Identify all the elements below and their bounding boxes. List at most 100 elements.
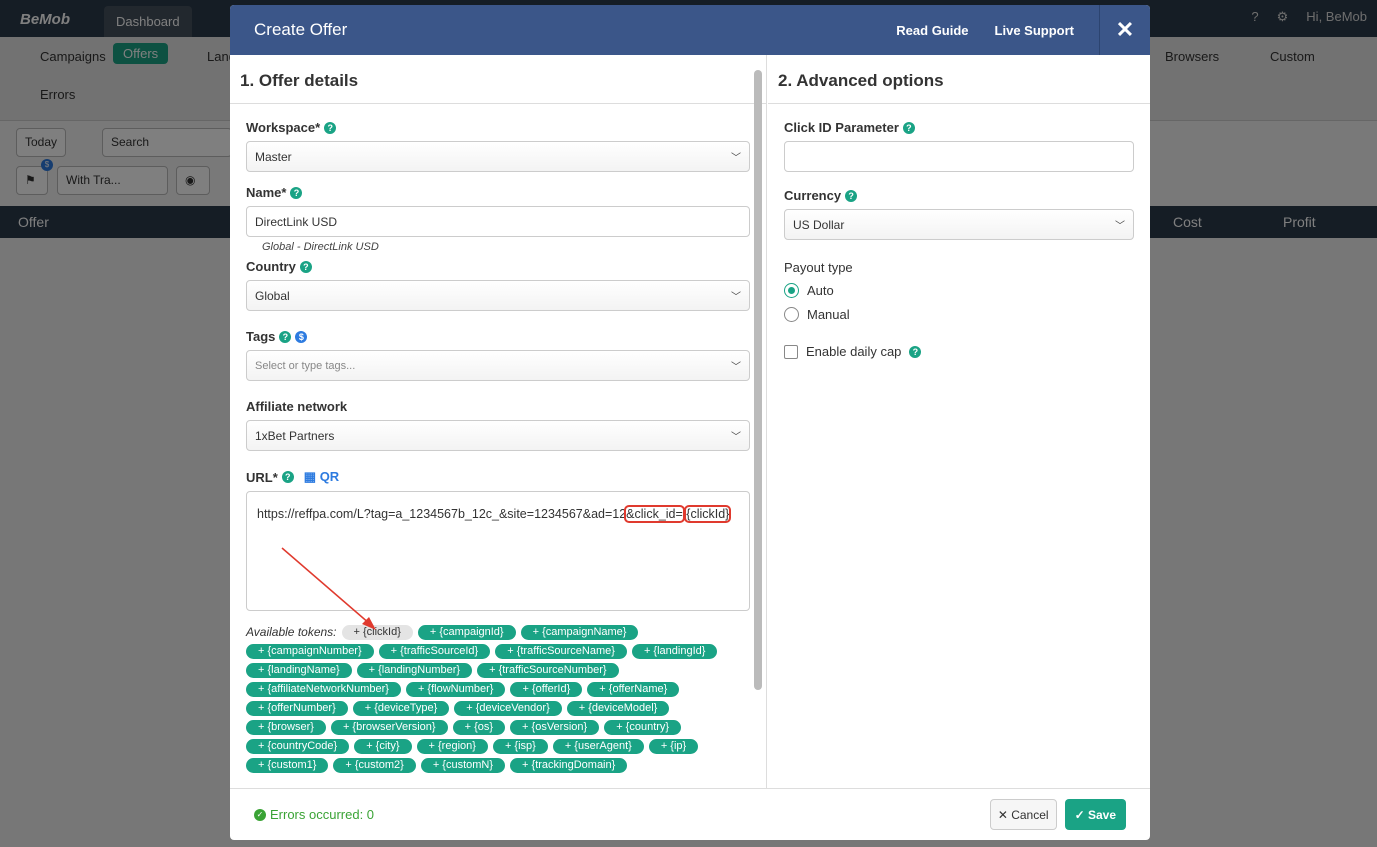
save-button[interactable]: ✓ Save <box>1064 799 1126 830</box>
url-click-id-param: &click_id= <box>624 505 685 523</box>
help-icon[interactable]: ? <box>324 121 337 134</box>
offer-details-panel: 1. Offer details Workspace*? Master ﹀ Nam… <box>230 55 767 788</box>
token-button[interactable]: + {browserVersion} <box>330 720 448 735</box>
network-value: 1xBet Partners <box>255 428 335 443</box>
country-value: Global <box>255 288 290 303</box>
click-id-input[interactable] <box>784 141 1134 172</box>
modal-header: Create Offer Read Guide Live Support ✕ <box>230 5 1150 55</box>
chevron-down-icon: ﹀ <box>731 153 741 164</box>
qr-label: QR <box>319 469 340 484</box>
dollar-badge-icon: $ <box>295 330 308 343</box>
cancel-label: Cancel <box>1011 807 1049 822</box>
token-button[interactable]: + {landingName} <box>246 663 352 678</box>
network-label: Affiliate network <box>246 399 348 414</box>
token-button[interactable]: + {osVersion} <box>510 720 600 735</box>
radio-unchecked <box>784 307 799 322</box>
token-button[interactable]: + {offerName} <box>587 682 680 697</box>
name-hint: Global - DirectLink USD <box>262 241 379 253</box>
workspace-select[interactable]: Master ﹀ <box>246 141 750 172</box>
token-button[interactable]: + {trafficSourceName} <box>495 644 627 659</box>
token-button[interactable]: + {browser} <box>246 720 326 735</box>
help-icon[interactable]: ? <box>909 345 922 358</box>
close-icon[interactable]: ✕ <box>1099 5 1150 55</box>
cancel-button[interactable]: ✕ Cancel <box>989 799 1057 830</box>
token-button[interactable]: + {landingNumber} <box>356 663 473 678</box>
checkbox-label: Enable daily cap <box>806 344 902 359</box>
qr-icon: ▦ <box>303 469 320 484</box>
affiliate-network-select[interactable]: 1xBet Partners ﹀ <box>246 420 750 451</box>
token-button[interactable]: + {city} <box>354 739 412 754</box>
advanced-options-panel: 2. Advanced options Click ID Parameter? … <box>768 55 1150 788</box>
errors-status: Errors occurred: 0 <box>270 807 375 822</box>
help-icon[interactable]: ? <box>902 121 915 134</box>
token-button[interactable]: + {country} <box>604 720 682 735</box>
token-button[interactable]: + {trackingDomain} <box>510 758 628 773</box>
token-button[interactable]: + {customN} <box>420 758 506 773</box>
chevron-down-icon: ﹀ <box>731 292 741 303</box>
help-icon[interactable]: ? <box>279 330 292 343</box>
country-select[interactable]: Global ﹀ <box>246 280 750 311</box>
checkbox <box>784 344 798 359</box>
tags-label: Tags <box>246 329 276 344</box>
chevron-down-icon: ﹀ <box>731 432 741 443</box>
token-button[interactable]: + {os} <box>452 720 506 735</box>
scrollbar[interactable] <box>752 55 764 788</box>
token-button[interactable]: + {deviceVendor} <box>454 701 562 716</box>
token-button[interactable]: + {flowNumber} <box>405 682 506 697</box>
help-icon[interactable]: ? <box>845 189 858 202</box>
token-button[interactable]: + {isp} <box>492 739 548 754</box>
section-heading: 2. Advanced options <box>768 55 1150 104</box>
help-icon[interactable]: ? <box>281 471 294 483</box>
radio-label: Auto <box>807 283 834 298</box>
check-icon: ✓ <box>1074 807 1088 822</box>
url-click-id-token: {clickId} <box>684 505 732 523</box>
token-button[interactable]: + {offerNumber} <box>246 701 348 716</box>
token-button[interactable]: + {custom1} <box>246 758 329 773</box>
token-button[interactable]: + {affiliateNetworkNumber} <box>246 682 401 697</box>
help-icon[interactable]: ? <box>290 186 303 199</box>
x-icon: ✕ <box>997 807 1012 822</box>
payout-manual-radio[interactable]: Manual <box>784 307 1134 322</box>
read-guide-link[interactable]: Read Guide <box>896 22 969 38</box>
payout-auto-radio[interactable]: Auto <box>784 283 1134 298</box>
token-button[interactable]: + {countryCode} <box>246 739 350 754</box>
click-id-label: Click ID Parameter <box>784 120 899 135</box>
qr-button[interactable]: ▦ QR <box>304 469 339 485</box>
tags-select[interactable]: Select or type tags... ﹀ <box>246 350 750 381</box>
help-icon[interactable]: ? <box>299 260 312 273</box>
token-button[interactable]: + {custom2} <box>333 758 416 773</box>
modal-footer: ✓ Errors occurred: 0 ✕ Cancel ✓ Save <box>230 788 1150 840</box>
url-textarea[interactable]: https://reffpa.com/L?tag=a_1234567b_12c_… <box>246 491 750 611</box>
scrollbar-thumb[interactable] <box>754 70 762 690</box>
name-input[interactable]: DirectLink USD <box>246 206 750 237</box>
token-button[interactable]: + {userAgent} <box>552 739 644 754</box>
live-support-link[interactable]: Live Support <box>994 22 1074 38</box>
tags-placeholder: Select or type tags... <box>255 359 356 372</box>
token-button[interactable]: + {trafficSourceId} <box>378 644 491 659</box>
url-text: https://reffpa.com/L?tag=a_1234567b_12c_… <box>257 507 627 521</box>
radio-label: Manual <box>807 307 850 322</box>
workspace-label: Workspace* <box>246 120 321 135</box>
chevron-down-icon: ﹀ <box>731 362 741 373</box>
token-button[interactable]: + {campaignNumber} <box>246 644 374 659</box>
token-button[interactable]: + {deviceType} <box>352 701 450 716</box>
country-label: Country <box>246 259 296 274</box>
token-button[interactable]: + {clickId} <box>341 625 413 640</box>
token-button[interactable]: + {campaignName} <box>520 625 639 640</box>
token-button[interactable]: + {region} <box>416 739 488 754</box>
token-button[interactable]: + {ip} <box>648 739 699 754</box>
available-tokens: Available tokens: + {clickId} + {campaign… <box>246 625 726 773</box>
radio-checked <box>784 283 799 298</box>
token-button[interactable]: + {offerId} <box>510 682 583 697</box>
token-button[interactable]: + {deviceModel} <box>566 701 670 716</box>
token-button[interactable]: + {landingId} <box>631 644 718 659</box>
currency-label: Currency <box>784 188 842 203</box>
token-button[interactable]: + {trafficSourceNumber} <box>477 663 619 678</box>
token-button[interactable]: + {campaignId} <box>417 625 516 640</box>
currency-value: US Dollar <box>793 217 845 232</box>
name-label: Name* <box>246 185 287 200</box>
create-offer-modal: Create Offer Read Guide Live Support ✕ 1… <box>230 5 1150 840</box>
currency-select[interactable]: US Dollar ﹀ <box>784 209 1134 240</box>
tokens-label: Available tokens: <box>246 625 337 639</box>
daily-cap-checkbox[interactable]: Enable daily cap? <box>784 344 1134 359</box>
